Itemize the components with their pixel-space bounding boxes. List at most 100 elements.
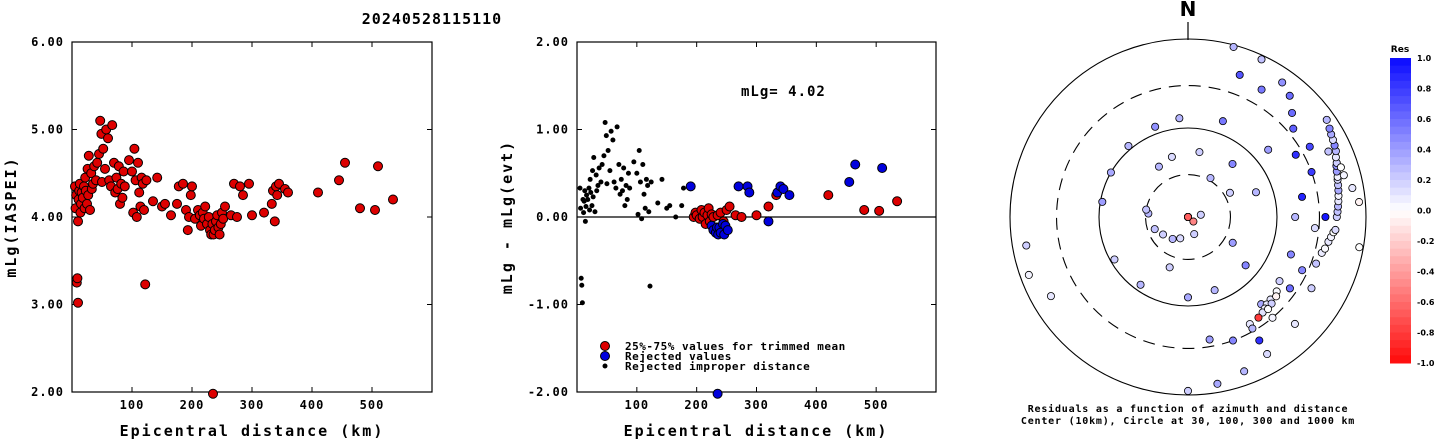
polar-station-point (1106, 168, 1115, 177)
panel1-data-point (340, 157, 350, 168)
panel2-data-point (685, 181, 696, 192)
panel2-data-point (616, 162, 622, 167)
panel2-data-point (641, 191, 647, 197)
colorbar-cell (1390, 294, 1411, 303)
panel1-data-point (95, 115, 106, 126)
colorbar-cell (1390, 309, 1411, 318)
panel1-ytick-label: 6.00 (31, 35, 64, 49)
panel2-data-point (583, 204, 589, 209)
panel1-data-point (200, 201, 211, 212)
panel1-data-point (172, 198, 182, 209)
panel2-data-point (614, 124, 620, 130)
legend-label-rejected: Rejected values (625, 350, 732, 363)
panel1-data-point (118, 166, 129, 177)
colorbar-cell (1390, 324, 1411, 333)
panel2-data-point (646, 209, 652, 215)
panel1-data-point (133, 157, 143, 168)
colorbar-tick-label: -0.8 (1417, 329, 1435, 338)
panel2-data-point (596, 165, 602, 171)
polar-ring-300km (1055, 84, 1321, 350)
polar-station-point (1324, 147, 1333, 156)
panel2-data-point (635, 211, 641, 217)
colorbar-cell (1390, 271, 1411, 280)
polar-station-point (1024, 270, 1033, 279)
panel2-data-point (877, 163, 888, 173)
panel1-data-point (269, 216, 280, 227)
polar-station-point (1278, 78, 1287, 87)
panel2-data-point (778, 184, 789, 194)
panel1-points (70, 115, 398, 399)
panel2-data-point (645, 183, 651, 188)
colorbar-cells (1390, 58, 1411, 364)
panel2-data-point (582, 188, 588, 194)
polar-station-point (1150, 225, 1159, 234)
panel2-data-point (722, 225, 733, 236)
panel1-data-point (98, 143, 109, 154)
polar-station-point (1268, 313, 1277, 322)
polar-station-point (1272, 292, 1281, 301)
polar-station-point (1241, 261, 1250, 270)
panel1-ytick-label: 5.00 (31, 123, 64, 137)
azimuth-distance-polar-panel: N Residuals as a function of azimuth and… (1009, 0, 1367, 427)
panel2-data-point (892, 196, 903, 207)
colorbar-cell (1390, 202, 1411, 211)
panel2-data-point (631, 159, 637, 165)
panel2-data-point (613, 185, 619, 191)
panel2-data-point (595, 183, 601, 188)
legend-label-trimmed: 25%-75% values for trimmed mean (625, 340, 846, 353)
panel2-data-point (611, 179, 617, 185)
polar-station-point (1291, 212, 1300, 221)
panel1-data-point (247, 210, 257, 221)
panel2-data-point (601, 153, 607, 159)
colorbar-cell (1390, 58, 1411, 67)
panel2-data-point (673, 214, 679, 220)
panel2-data-point (763, 201, 774, 212)
polar-ring-1000km (1009, 38, 1367, 396)
panel1-data-point (259, 207, 269, 218)
polar-station-point (1175, 114, 1184, 123)
colorbar-cell (1390, 141, 1411, 150)
panel2-data-point (636, 148, 642, 153)
mlg-annotation: mLg= 4.02 (741, 84, 826, 100)
panel1-data-point (73, 297, 83, 308)
panel2-data-point (593, 172, 599, 178)
colorbar-cell (1390, 149, 1411, 158)
panel1-xtick-label: 300 (240, 398, 265, 412)
polar-caption-line2: Center (10km), Circle at 30, 100, 300 an… (1021, 415, 1355, 427)
panel2-data-point (604, 181, 610, 187)
polar-station-point (1046, 292, 1055, 301)
panel1-ylabel: mLg(IASPEI) (2, 156, 20, 277)
colorbar-tick-label: 0.2 (1417, 176, 1431, 185)
panel2-data-point (744, 187, 755, 198)
panel2-legend: 25%-75% values for trimmed mean Rejected… (600, 340, 846, 373)
colorbar-cell (1390, 233, 1411, 242)
polar-station-point (1228, 238, 1237, 247)
panel1-xtick-label: 500 (360, 398, 385, 412)
polar-station-point (1176, 234, 1185, 243)
polar-rings (1009, 38, 1367, 396)
panel2-data-point (763, 216, 774, 227)
colorbar-title: Res (1391, 45, 1409, 55)
polar-station-point (1264, 145, 1273, 154)
panel2-xtick-label: 300 (744, 398, 769, 412)
colorbar-cell (1390, 134, 1411, 143)
panel2-data-point (619, 188, 625, 194)
panel2-ytick-label: -2.00 (528, 385, 569, 399)
polar-station-point (1254, 313, 1263, 322)
polar-station-point (1154, 162, 1163, 171)
panel2-data-point (610, 137, 616, 143)
colorbar-cell (1390, 355, 1411, 364)
polar-station-point (1235, 70, 1244, 79)
polar-station-point (1098, 197, 1107, 206)
polar-station-point (1167, 152, 1176, 161)
polar-station-point (1289, 124, 1298, 133)
panel2-xlabel: Epicentral distance (km) (624, 422, 889, 440)
panel1-xtick-label: 100 (120, 398, 145, 412)
panel2-data-point (608, 128, 614, 134)
panel1-data-point (124, 155, 134, 166)
panel1-data-point (140, 279, 151, 290)
polar-station-point (1189, 217, 1198, 226)
colorbar-cell (1390, 96, 1411, 105)
polar-station-point (1206, 174, 1215, 183)
panel1-xtick-label: 200 (180, 398, 205, 412)
